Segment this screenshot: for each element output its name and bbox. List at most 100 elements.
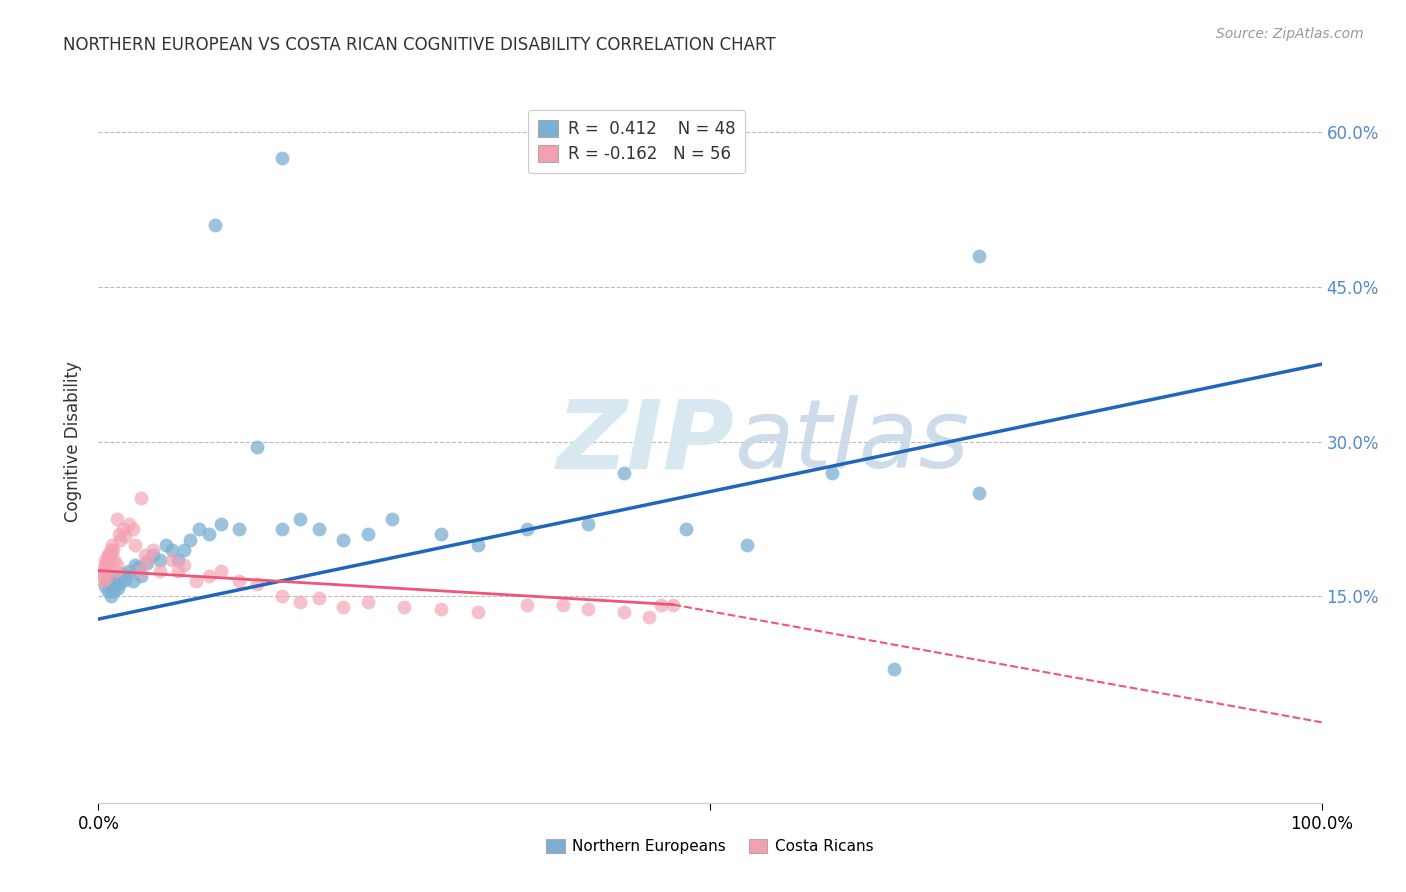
- Point: [332, 533, 354, 547]
- Point: [160, 542, 183, 557]
- Point: [662, 598, 685, 612]
- Point: [142, 548, 165, 562]
- Point: [356, 594, 378, 608]
- Point: [101, 571, 124, 585]
- Point: [381, 512, 404, 526]
- Point: [179, 533, 201, 547]
- Point: [93, 553, 115, 567]
- Point: [121, 574, 143, 588]
- Point: [107, 581, 129, 595]
- Point: [103, 584, 125, 599]
- Y-axis label: Cognitive Disability: Cognitive Disability: [65, 361, 83, 522]
- Text: atlas: atlas: [734, 395, 970, 488]
- Point: [142, 542, 165, 557]
- Point: [613, 605, 636, 619]
- Point: [467, 605, 489, 619]
- Point: [101, 542, 124, 557]
- Point: [93, 558, 115, 573]
- Point: [430, 601, 453, 615]
- Point: [430, 527, 453, 541]
- Point: [136, 553, 159, 567]
- Point: [105, 558, 128, 573]
- Point: [167, 553, 190, 567]
- Point: [167, 564, 190, 578]
- Point: [290, 512, 312, 526]
- Point: [118, 517, 141, 532]
- Point: [515, 522, 537, 536]
- Point: [197, 568, 219, 582]
- Point: [111, 522, 134, 536]
- Point: [149, 553, 172, 567]
- Point: [118, 564, 141, 578]
- Point: [103, 553, 125, 567]
- Point: [100, 548, 122, 562]
- Point: [97, 553, 120, 567]
- Point: [246, 577, 269, 591]
- Point: [187, 522, 209, 536]
- Point: [110, 576, 132, 591]
- Point: [100, 579, 122, 593]
- Point: [228, 522, 250, 536]
- Point: [209, 517, 232, 532]
- Point: [637, 610, 661, 624]
- Point: [91, 568, 114, 582]
- Point: [821, 466, 844, 480]
- Point: [173, 558, 195, 573]
- Point: [129, 568, 152, 582]
- Point: [111, 566, 134, 581]
- Point: [197, 527, 219, 541]
- Point: [209, 564, 232, 578]
- Point: [270, 151, 294, 165]
- Point: [392, 599, 416, 614]
- Point: [97, 548, 120, 562]
- Point: [108, 527, 131, 541]
- Text: NORTHERN EUROPEAN VS COSTA RICAN COGNITIVE DISABILITY CORRELATION CHART: NORTHERN EUROPEAN VS COSTA RICAN COGNITI…: [63, 36, 776, 54]
- Point: [129, 564, 152, 578]
- Point: [128, 560, 150, 574]
- Point: [91, 574, 114, 588]
- Point: [290, 594, 312, 608]
- Point: [94, 571, 117, 585]
- Point: [270, 590, 294, 604]
- Point: [94, 564, 117, 578]
- Point: [332, 599, 354, 614]
- Point: [735, 538, 758, 552]
- Point: [160, 553, 183, 567]
- Point: [967, 249, 990, 263]
- Point: [104, 564, 127, 578]
- Point: [204, 218, 226, 232]
- Point: [136, 557, 159, 571]
- Point: [93, 564, 115, 578]
- Point: [110, 533, 132, 547]
- Point: [121, 522, 143, 536]
- Point: [308, 522, 330, 536]
- Point: [105, 512, 128, 526]
- Point: [93, 579, 115, 593]
- Point: [246, 440, 269, 454]
- Point: [98, 568, 121, 582]
- Point: [613, 466, 636, 480]
- Point: [129, 491, 152, 506]
- Point: [114, 529, 136, 543]
- Point: [576, 517, 599, 532]
- Point: [155, 538, 177, 552]
- Point: [124, 538, 146, 552]
- Point: [515, 598, 537, 612]
- Point: [134, 548, 156, 562]
- Point: [124, 558, 146, 573]
- Point: [553, 598, 575, 612]
- Point: [186, 574, 208, 588]
- Point: [173, 542, 195, 557]
- Point: [270, 522, 294, 536]
- Point: [967, 486, 990, 500]
- Point: [675, 522, 697, 536]
- Point: [97, 584, 120, 599]
- Legend: Northern Europeans, Costa Ricans: Northern Europeans, Costa Ricans: [540, 833, 880, 860]
- Text: Source: ZipAtlas.com: Source: ZipAtlas.com: [1216, 27, 1364, 41]
- Point: [96, 557, 118, 571]
- Point: [883, 662, 905, 676]
- Point: [96, 560, 118, 574]
- Point: [356, 527, 378, 541]
- Point: [467, 538, 489, 552]
- Point: [100, 542, 122, 557]
